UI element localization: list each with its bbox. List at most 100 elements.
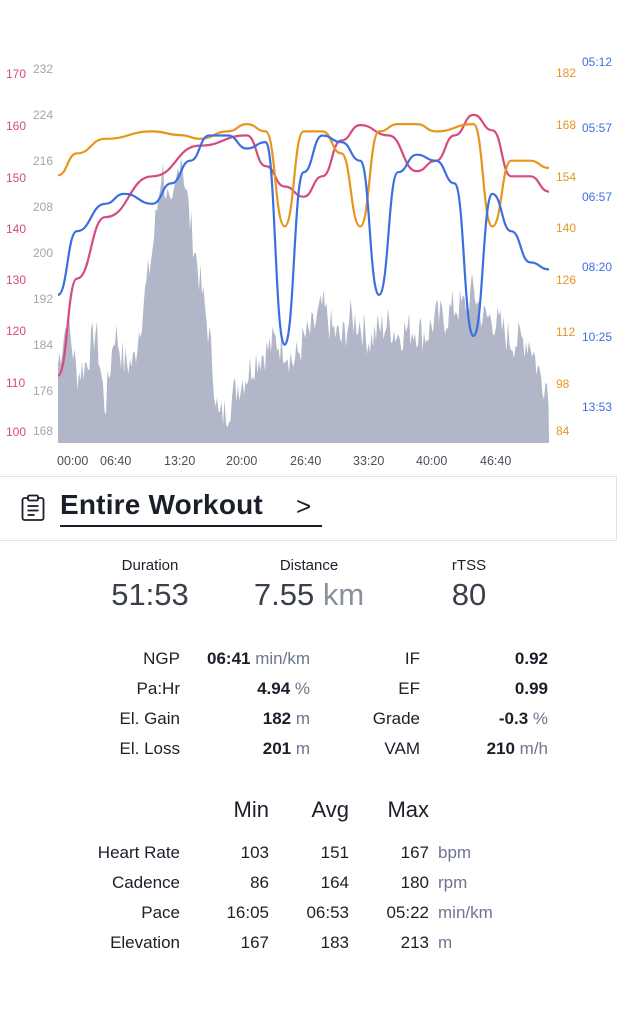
stats-max-value: 167 bbox=[400, 843, 429, 862]
distance-label: Distance bbox=[279, 557, 339, 574]
metric-label: El. Gain bbox=[119, 709, 180, 728]
pace-axis-label: 05:57 bbox=[582, 121, 613, 135]
elevation-axis-label: 184 bbox=[33, 338, 54, 352]
hr-axis-label: 150 bbox=[6, 171, 27, 185]
heart-rate-line bbox=[56, 113, 550, 377]
stats-avg-value: 164 bbox=[320, 873, 349, 892]
pace-axis-label: 08:20 bbox=[582, 260, 613, 274]
elevation-axis-label: 192 bbox=[33, 292, 54, 306]
cadence-line bbox=[57, 123, 550, 228]
distance-number: 7.55 bbox=[253, 577, 315, 612]
hr-axis-label: 160 bbox=[6, 119, 27, 133]
metric-value: -0.3 % bbox=[400, 709, 548, 729]
elevation-area bbox=[58, 157, 549, 443]
stats-row-label: Cadence bbox=[111, 873, 180, 892]
cadence-axis-label: 182 bbox=[556, 66, 577, 80]
metric-label: Pa:Hr bbox=[136, 679, 180, 698]
pace-axis-label: 13:53 bbox=[582, 400, 613, 414]
stats-unit: min/km bbox=[438, 903, 493, 922]
col-header-max: Max bbox=[387, 797, 429, 822]
time-axis-label: 06:40 bbox=[100, 454, 132, 468]
metric-label: IF bbox=[404, 649, 420, 668]
metric-label: NGP bbox=[143, 649, 180, 668]
stats-max-value: 180 bbox=[400, 873, 429, 892]
duration-value: 51:53 bbox=[111, 577, 189, 612]
metric-value: 210 m/h bbox=[400, 739, 548, 759]
metric-unit: m/h bbox=[514, 739, 548, 758]
metric-label: El. Loss bbox=[119, 739, 180, 758]
hr-axis-label: 170 bbox=[6, 67, 27, 81]
cadence-axis-label: 98 bbox=[556, 377, 570, 391]
stats-min-value: 103 bbox=[240, 843, 269, 862]
chevron-right-icon[interactable]: > bbox=[296, 491, 312, 521]
metric-value: 182 m bbox=[160, 709, 310, 729]
pace-axis-label: 06:57 bbox=[582, 190, 613, 204]
elevation-axis-label: 168 bbox=[33, 424, 54, 438]
section-title[interactable]: Entire Workout bbox=[60, 489, 263, 520]
time-axis-label: 00:00 bbox=[57, 454, 89, 468]
cadence-axis-label: 126 bbox=[556, 273, 577, 287]
metric-value: 0.99 bbox=[400, 679, 548, 699]
stats-min-value: 16:05 bbox=[226, 903, 269, 922]
metric-label: EF bbox=[398, 679, 420, 698]
hr-axis-label: 120 bbox=[6, 324, 27, 338]
stats-row-label: Heart Rate bbox=[97, 843, 180, 862]
cadence-axis-label: 154 bbox=[556, 170, 577, 184]
title-underline bbox=[60, 525, 322, 527]
pace-line bbox=[57, 134, 550, 346]
cadence-axis-label: 112 bbox=[556, 325, 576, 339]
rtss-value: 80 bbox=[451, 577, 487, 612]
stats-max-value: 05:22 bbox=[386, 903, 429, 922]
stats-max-value: 213 bbox=[400, 933, 429, 952]
hr-axis-label: 130 bbox=[6, 273, 27, 287]
stats-avg-value: 151 bbox=[320, 843, 349, 862]
clipboard-icon bbox=[20, 494, 46, 522]
elevation-axis-label: 224 bbox=[33, 108, 54, 122]
metric-number: 201 bbox=[262, 739, 292, 758]
distance-value: 7.55 km bbox=[219, 577, 399, 613]
stats-row-label: Elevation bbox=[110, 933, 180, 952]
stats-min-value: 167 bbox=[240, 933, 269, 952]
elevation-axis-label: 200 bbox=[33, 246, 54, 260]
rtss-label: rTSS bbox=[451, 557, 487, 574]
metric-unit: % bbox=[528, 709, 548, 728]
metric-value: 06:41 min/km bbox=[160, 649, 310, 669]
stats-unit: m bbox=[438, 933, 453, 952]
metric-value: 201 m bbox=[160, 739, 310, 759]
distance-unit: km bbox=[322, 577, 365, 612]
cadence-axis-label: 84 bbox=[556, 424, 570, 438]
cadence-axis-label: 140 bbox=[556, 221, 577, 235]
hr-axis-label: 100 bbox=[6, 425, 27, 439]
cadence-axis-label: 168 bbox=[556, 118, 577, 132]
section-selector[interactable]: Entire Workout > bbox=[0, 476, 617, 541]
metric-number: 06:41 bbox=[207, 649, 251, 668]
stats-unit: rpm bbox=[438, 873, 468, 892]
metric-number: 0.99 bbox=[514, 679, 548, 698]
hr-axis-label: 140 bbox=[6, 222, 27, 236]
hr-axis-label: 110 bbox=[6, 376, 26, 390]
metric-number: 4.94 bbox=[257, 679, 291, 698]
metric-unit: m bbox=[291, 709, 310, 728]
pace-axis-label: 05:12 bbox=[582, 55, 613, 69]
col-header-avg: Avg bbox=[311, 797, 349, 822]
col-header-min: Min bbox=[233, 797, 269, 822]
stats-min-value: 86 bbox=[250, 873, 269, 892]
metric-unit: m bbox=[291, 739, 310, 758]
elevation-axis-label: 216 bbox=[33, 154, 54, 168]
time-axis-label: 40:00 bbox=[416, 454, 448, 468]
workout-chart[interactable] bbox=[0, 0, 618, 470]
stats-unit: bpm bbox=[438, 843, 472, 862]
stats-avg-value: 06:53 bbox=[306, 903, 349, 922]
elevation-axis-label: 176 bbox=[33, 384, 54, 398]
time-axis-label: 46:40 bbox=[480, 454, 512, 468]
metric-number: -0.3 bbox=[498, 709, 529, 728]
metric-label: Grade bbox=[372, 709, 420, 728]
metric-label: VAM bbox=[384, 739, 420, 758]
time-axis-label: 26:40 bbox=[290, 454, 322, 468]
pace-axis-label: 10:25 bbox=[582, 330, 613, 344]
stats-avg-value: 183 bbox=[320, 933, 349, 952]
metric-number: 182 bbox=[262, 709, 292, 728]
elevation-axis-label: 208 bbox=[33, 200, 54, 214]
stats-row-label: Pace bbox=[141, 903, 180, 922]
metric-number: 210 bbox=[486, 739, 515, 758]
